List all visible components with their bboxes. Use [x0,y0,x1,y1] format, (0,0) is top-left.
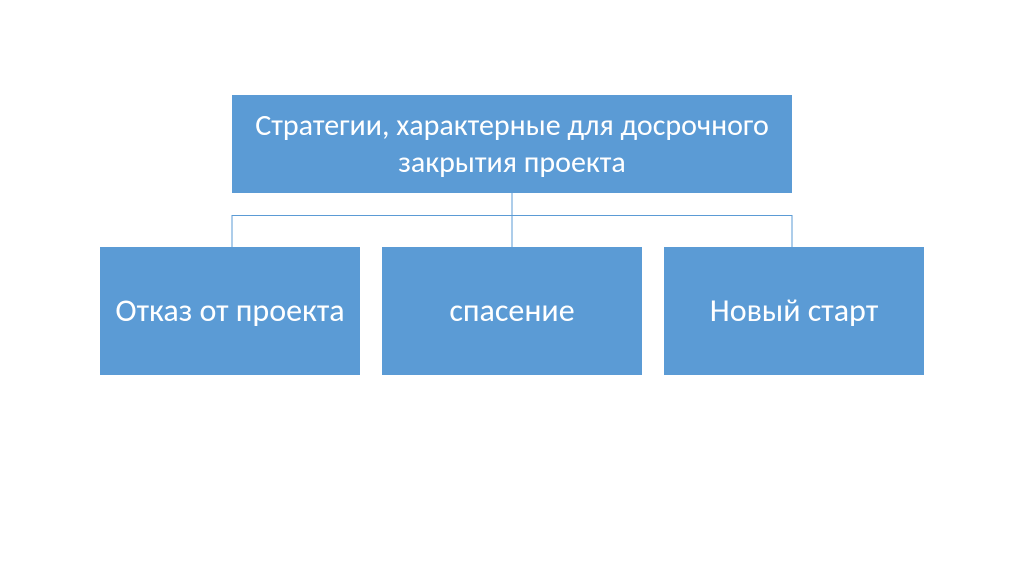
hierarchy-diagram: Стратегии, характерные для досрочного за… [100,95,924,375]
connector-stem [512,193,513,215]
child-node-3: Новый старт [664,247,924,375]
connector-drop-2 [512,215,513,247]
connectors [100,193,924,247]
child-node-1: Отказ от проекта [100,247,360,375]
connector-drop-1 [231,215,232,247]
children-row: Отказ от проекта спасение Новый старт [100,247,924,375]
connector-drop-3 [792,215,793,247]
root-node: Стратегии, характерные для досрочного за… [232,95,792,193]
child-node-2: спасение [382,247,642,375]
